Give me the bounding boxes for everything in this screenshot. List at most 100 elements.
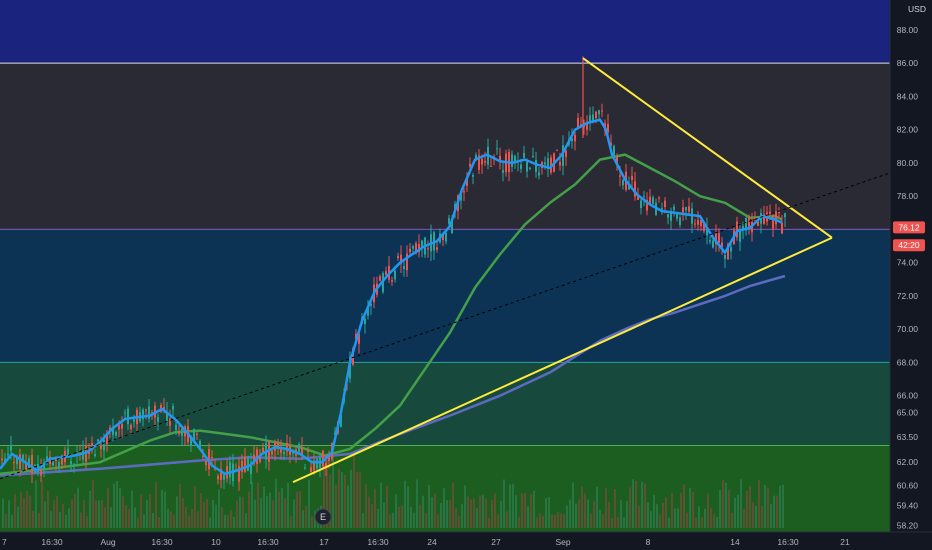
volume-bar-235 [707, 493, 709, 528]
candle-body-85 [256, 449, 258, 465]
volume-bar-73 [221, 507, 223, 528]
candle-body-254 [763, 214, 765, 224]
trendline-lower[interactable] [292, 236, 833, 484]
volume-bar-199 [599, 509, 601, 528]
candle-body-119 [358, 333, 360, 344]
volume-bar-256 [770, 504, 772, 528]
volume-bar-249 [749, 486, 751, 528]
volume-bar-29 [89, 490, 91, 528]
volume-bar-77 [233, 516, 235, 528]
volume-bar-80 [242, 496, 244, 528]
candle-body-259 [778, 211, 780, 213]
volume-bar-72 [218, 489, 220, 528]
candle-body-199 [598, 110, 600, 115]
volume-bar-260 [782, 484, 784, 528]
volume-bar-60 [182, 498, 184, 528]
price-tick-13: 63.50 [897, 432, 919, 442]
volume-bar-26 [80, 512, 82, 528]
earnings-marker[interactable]: E [314, 508, 332, 526]
volume-bar-131 [395, 494, 397, 528]
candle-body-69 [208, 449, 210, 470]
volume-bar-115 [347, 485, 349, 528]
volume-bar-241 [725, 482, 727, 528]
candle-body-239 [718, 233, 720, 243]
candle-body-261 [784, 213, 786, 218]
candle-body-64 [193, 428, 195, 441]
candle-body-34 [103, 439, 105, 451]
candle-body-130 [391, 280, 393, 282]
volume-bar-123 [371, 504, 373, 528]
volume-bar-193 [581, 486, 583, 528]
volume-bar-173 [521, 493, 523, 528]
volume-bar-103 [311, 516, 313, 528]
time-tick-2: Aug [100, 537, 115, 547]
candle-body-216 [649, 196, 651, 204]
sma-mid-line [0, 153, 783, 476]
candle-body-219 [658, 197, 660, 199]
volume-bar-63 [191, 508, 193, 528]
candle-body-0 [1, 458, 3, 461]
price-tick-0: 88.00 [897, 25, 919, 35]
volume-bar-192 [578, 499, 580, 528]
volume-bar-225 [677, 508, 679, 528]
volume-bars [2, 451, 784, 528]
volume-bar-166 [500, 500, 502, 528]
price-tick-10: 68.00 [897, 357, 919, 367]
candle-body-65 [196, 433, 198, 435]
trendline-dashed[interactable] [0, 172, 891, 480]
volume-bar-195 [587, 499, 589, 528]
volume-bar-109 [329, 474, 331, 528]
earnings-marker-circle[interactable] [314, 508, 332, 526]
candle-body-214 [643, 196, 645, 198]
time-axis[interactable] [0, 531, 932, 550]
trendline-upper[interactable] [582, 57, 833, 239]
volume-bar-6 [20, 491, 22, 528]
volume-bar-164 [494, 493, 496, 528]
candle-body-205 [616, 156, 618, 165]
candle-body-13 [40, 468, 42, 476]
price-tags: 76.12 42:20 [893, 221, 925, 252]
trendlines[interactable] [0, 57, 891, 484]
candle-body-200 [601, 110, 603, 112]
candle-body-73 [220, 468, 222, 480]
candle-body-137 [412, 246, 414, 249]
volume-bar-169 [509, 484, 511, 528]
price-tick-11: 66.00 [897, 391, 919, 401]
volume-bar-186 [560, 513, 562, 528]
candle-body-190 [571, 138, 573, 142]
volume-bar-40 [122, 495, 124, 528]
candle-body-167 [502, 170, 504, 173]
volume-bar-51 [155, 482, 157, 528]
volume-bar-238 [716, 516, 718, 528]
candle-body-95 [286, 442, 288, 452]
volume-bar-229 [689, 488, 691, 528]
volume-bar-243 [731, 512, 733, 528]
time-tick-12: 14 [730, 537, 740, 547]
volume-bar-21 [65, 514, 67, 528]
candle-body-240 [721, 242, 723, 248]
volume-bar-221 [665, 497, 667, 528]
candle-body-158 [475, 154, 477, 160]
volume-bar-211 [635, 480, 637, 528]
volume-bar-129 [389, 514, 391, 528]
time-tick-labels: 7 16:30 Aug 16:30 10 16:30 17 16:30 24 27 Sep 8 14 16… [2, 537, 850, 547]
volume-bar-181 [545, 498, 547, 528]
volume-bar-172 [518, 517, 520, 528]
price-tick-5: 78.00 [897, 191, 919, 201]
volume-bar-208 [626, 500, 628, 528]
candle-body-123 [370, 303, 372, 306]
candle-body-181 [544, 162, 546, 165]
volume-bar-7 [23, 498, 25, 528]
price-axis[interactable]: USD [889, 0, 932, 532]
volume-bar-76 [230, 510, 232, 528]
price-tick-4: 80.00 [897, 158, 919, 168]
volume-bar-87 [263, 486, 265, 528]
candle-body-179 [538, 172, 540, 176]
volume-bar-35 [107, 488, 109, 528]
volume-bar-114 [344, 474, 346, 528]
candle-body-101 [304, 467, 306, 469]
volume-bar-177 [533, 490, 535, 528]
candle-body-76 [229, 462, 231, 478]
candle-body-149 [448, 218, 450, 224]
